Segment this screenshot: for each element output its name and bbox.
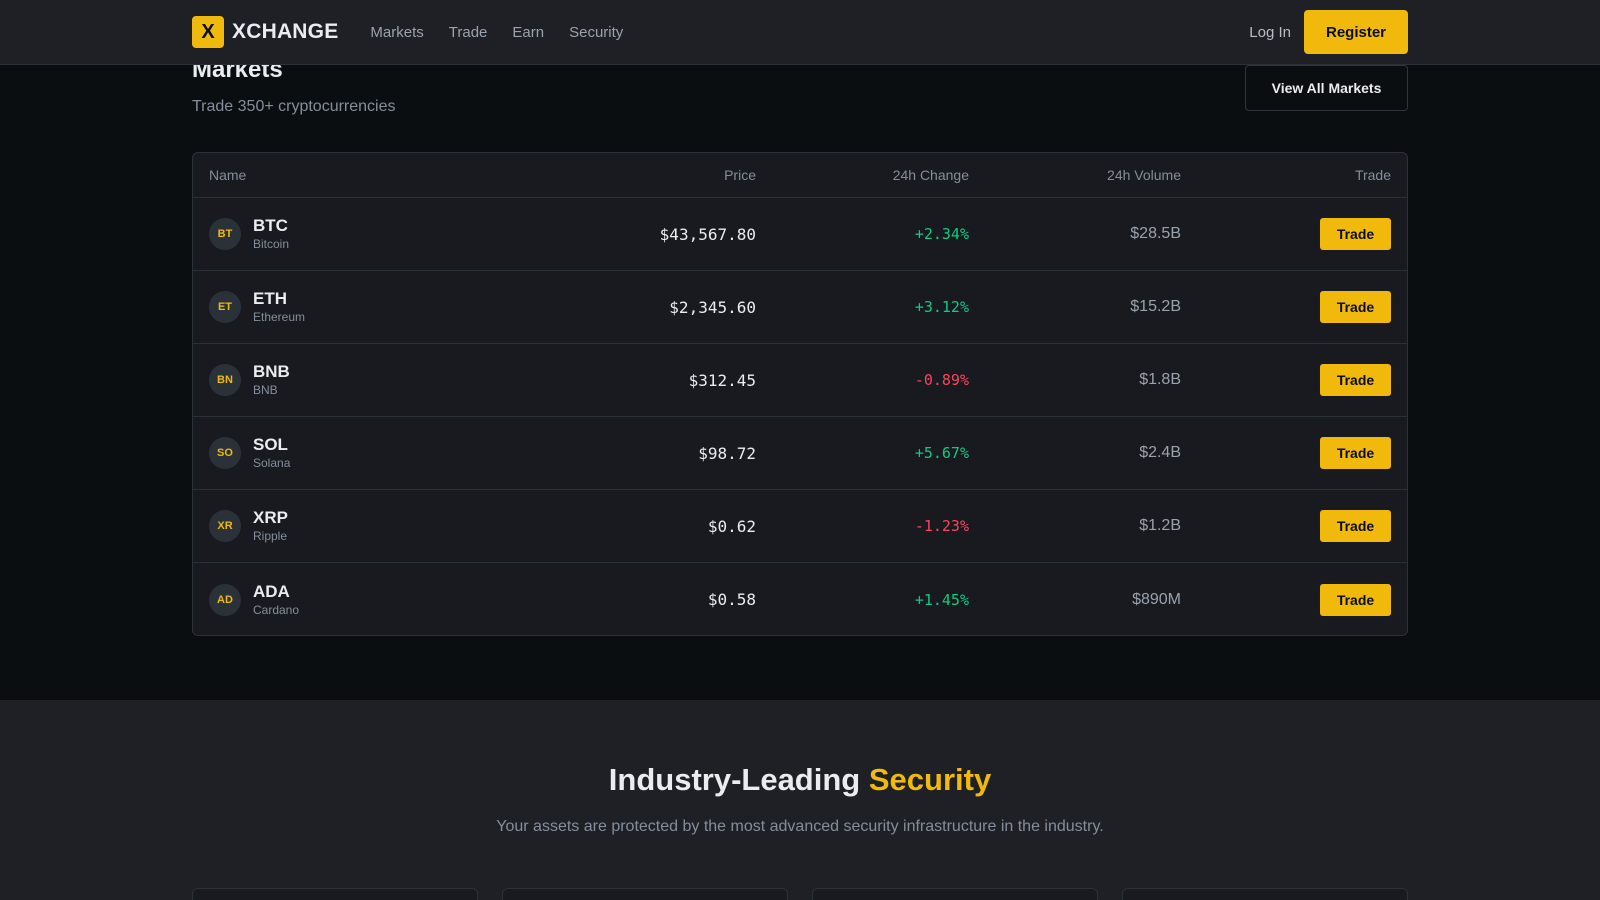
main-nav: Markets Trade Earn Security <box>370 24 648 41</box>
table-row[interactable]: ET ETH Ethereum $2,345.60 +3.12% $15.2B … <box>193 271 1407 344</box>
coin-change: +2.34% <box>914 225 969 243</box>
trade-cell: Trade <box>1181 437 1407 469</box>
trade-cell: Trade <box>1181 510 1407 542</box>
markets-subtitle: Trade 350+ cryptocurrencies <box>192 98 396 115</box>
coin-symbol: BTC <box>253 216 288 235</box>
logo-mark-icon: X <box>192 16 224 48</box>
coin-cell: SO SOL Solana <box>193 435 586 471</box>
eth-coin-icon: ET <box>209 291 241 323</box>
xrp-coin-icon: XR <box>209 510 241 542</box>
security-cards <box>192 888 1408 900</box>
security-section: Industry-Leading Security Your assets ar… <box>0 700 1600 900</box>
coin-change: +1.45% <box>914 590 969 609</box>
coin-text: ADA Cardano <box>253 582 299 618</box>
sol-coin-icon: SO <box>209 437 241 469</box>
coin-volume: $1.8B <box>1139 371 1181 388</box>
column-header-trade: Trade <box>1354 167 1391 183</box>
coin-symbol: ETH <box>253 289 287 308</box>
table-header: Name Price 24h Change 24h Volume Trade <box>193 153 1407 198</box>
coin-symbol: XRP <box>253 508 288 527</box>
coin-volume: $28.5B <box>1130 225 1181 242</box>
nav-link-trade[interactable]: Trade <box>448 23 488 41</box>
trade-cell: Trade <box>1181 218 1407 250</box>
coin-change: +5.67% <box>914 444 969 462</box>
coin-cell: BN BNB BNB <box>193 362 586 398</box>
trade-button-sol[interactable]: Trade <box>1320 437 1391 469</box>
table-row[interactable]: AD ADA Cardano $0.58 +1.45% $890M Trade <box>193 563 1407 635</box>
coin-text: BTC Bitcoin <box>253 216 289 252</box>
coin-volume: $15.2B <box>1130 298 1181 315</box>
coin-change: -1.23% <box>914 517 969 535</box>
coin-text: BNB BNB <box>253 362 290 398</box>
table-row[interactable]: SO SOL Solana $98.72 +5.67% $2.4B Trade <box>193 417 1407 490</box>
login-link[interactable]: Log In <box>1249 23 1291 41</box>
coin-volume: $1.2B <box>1139 517 1181 534</box>
security-card <box>192 888 478 900</box>
coin-price: $43,567.80 <box>659 224 756 244</box>
security-subtitle: Your assets are protected by the most ad… <box>496 818 1104 835</box>
trade-cell: Trade <box>1181 583 1407 616</box>
coin-name: Cardano <box>253 602 300 617</box>
bnb-coin-icon: BN <box>209 364 241 396</box>
trade-button-btc[interactable]: Trade <box>1320 218 1391 250</box>
security-card <box>812 888 1098 900</box>
coin-name: Solana <box>253 456 291 470</box>
coin-price: $2,345.60 <box>669 297 756 317</box>
security-title: Industry-Leading Security <box>0 762 1600 798</box>
column-header-volume: 24h Volume <box>1107 167 1181 183</box>
trade-cell: Trade <box>1181 364 1407 396</box>
coin-volume: $2.4B <box>1139 444 1181 461</box>
coin-name: BNB <box>253 383 278 397</box>
markets-table: Name Price 24h Change 24h Volume Trade B… <box>192 152 1408 636</box>
security-card <box>502 888 788 900</box>
coin-cell: ET ETH Ethereum <box>193 289 586 325</box>
table-row[interactable]: BN BNB BNB $312.45 -0.89% $1.8B Trade <box>193 344 1407 417</box>
coin-symbol: SOL <box>253 435 288 454</box>
security-card <box>1122 888 1408 900</box>
trade-button-eth[interactable]: Trade <box>1320 291 1391 323</box>
nav-link-earn[interactable]: Earn <box>512 23 545 41</box>
trade-button-ada[interactable]: Trade <box>1320 583 1391 616</box>
column-header-name: Name <box>209 167 247 183</box>
column-header-price: Price <box>724 167 756 183</box>
coin-text: SOL Solana <box>253 435 290 471</box>
coin-price: $98.72 <box>698 443 756 463</box>
top-navigation-bar: X XCHANGE Markets Trade Earn Security Lo… <box>0 0 1600 65</box>
logo[interactable]: X XCHANGE <box>192 16 338 48</box>
security-title-main: Industry-Leading <box>608 762 869 797</box>
top-navigation-inner: X XCHANGE Markets Trade Earn Security Lo… <box>192 0 1408 64</box>
register-button[interactable]: Register <box>1304 10 1408 54</box>
logo-text: XCHANGE <box>232 20 339 43</box>
table-row[interactable]: BT BTC Bitcoin $43,567.80 +2.34% $28.5B … <box>193 198 1407 271</box>
nav-link-markets[interactable]: Markets <box>370 23 424 41</box>
trade-button-xrp[interactable]: Trade <box>1320 510 1391 542</box>
coin-name: Ripple <box>253 529 288 543</box>
coin-name: Bitcoin <box>253 237 290 251</box>
view-all-markets-button[interactable]: View All Markets <box>1245 65 1408 111</box>
trade-button-bnb[interactable]: Trade <box>1320 364 1391 396</box>
coin-change: +3.12% <box>914 298 969 316</box>
coin-change: -0.89% <box>914 371 969 389</box>
coin-volume: $890M <box>1132 590 1181 608</box>
nav-link-security[interactable]: Security <box>569 23 624 41</box>
coin-cell: AD ADA Cardano <box>193 582 586 618</box>
coin-name: Ethereum <box>253 310 306 324</box>
coin-cell: XR XRP Ripple <box>193 508 586 544</box>
coin-price: $0.58 <box>707 590 756 609</box>
coin-price: $0.62 <box>707 516 756 536</box>
coin-price: $312.45 <box>688 370 756 390</box>
btc-coin-icon: BT <box>209 218 241 250</box>
trade-cell: Trade <box>1181 291 1407 323</box>
coin-text: XRP Ripple <box>253 508 288 544</box>
coin-symbol: BNB <box>253 362 290 381</box>
table-row[interactable]: XR XRP Ripple $0.62 -1.23% $1.2B Trade <box>193 490 1407 563</box>
coin-text: ETH Ethereum <box>253 289 305 325</box>
coin-symbol: ADA <box>253 581 290 601</box>
ada-coin-icon: AD <box>209 583 241 616</box>
column-header-change: 24h Change <box>892 167 969 183</box>
security-title-accent: Security <box>868 762 992 797</box>
coin-cell: BT BTC Bitcoin <box>193 216 586 252</box>
